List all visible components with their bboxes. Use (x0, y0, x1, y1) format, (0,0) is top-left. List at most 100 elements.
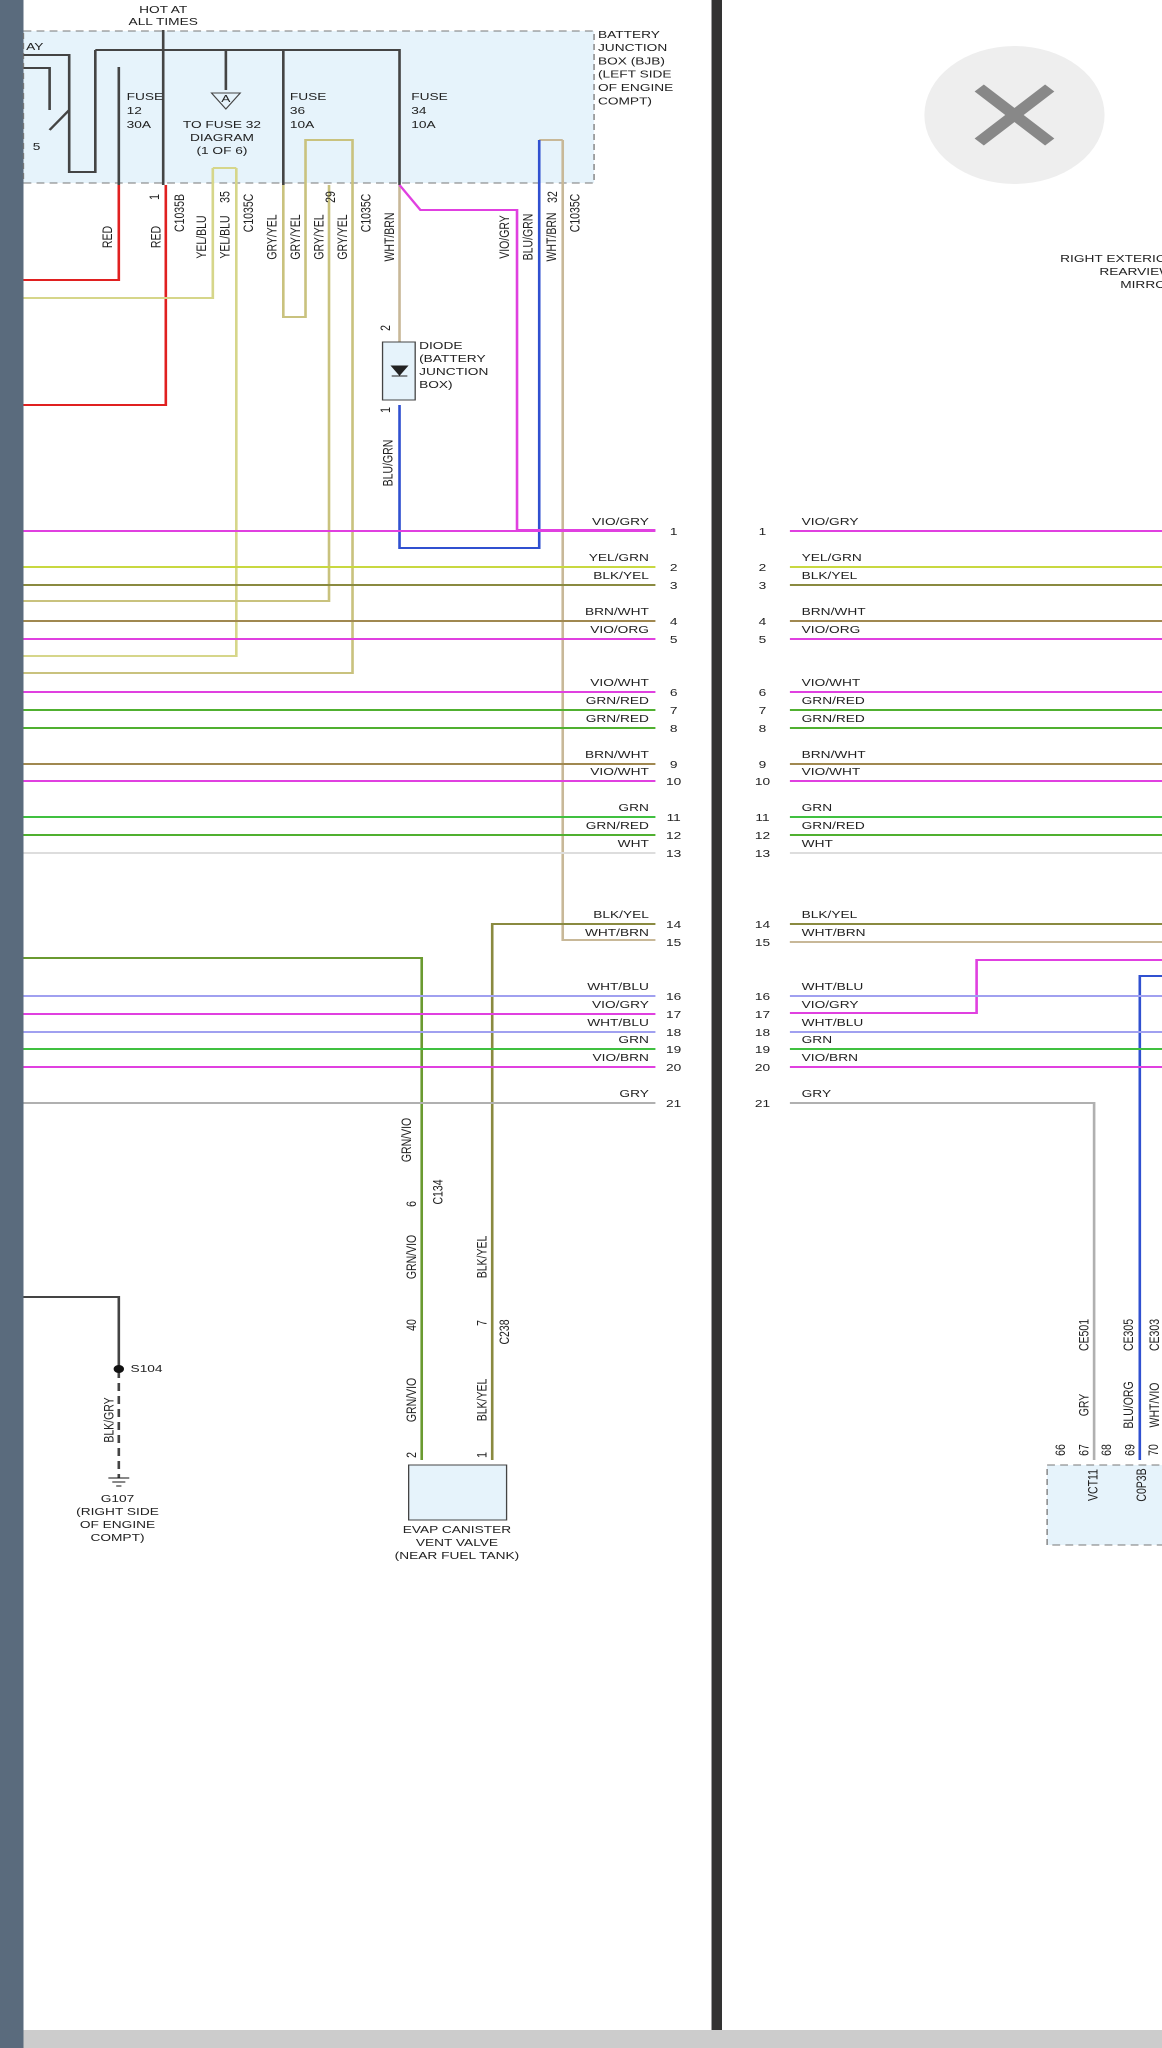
wire-label: YEL/GRN (802, 551, 862, 563)
pin-number: 8 (759, 722, 767, 734)
pin-number: 21 (755, 1097, 770, 1109)
wire-label: VIO/WHT (802, 765, 861, 777)
pin-number: 8 (670, 722, 678, 734)
connector-box (1046, 1464, 1162, 1546)
label: DIODE (419, 339, 462, 351)
label: BLU/ORG (1121, 1381, 1137, 1428)
pin-number: 14 (755, 918, 770, 930)
connector-name: C1035C (358, 194, 374, 233)
pin-number: 19 (755, 1043, 770, 1055)
pin-number: 11 (755, 811, 769, 823)
label: JUNCTION (598, 42, 667, 54)
wire-label: BLK/YEL (593, 908, 649, 920)
wire-label: GRN/RED (586, 694, 649, 706)
wire-label: VIO/BRN (802, 1051, 858, 1063)
wire-label: VIO/GRY (497, 215, 513, 259)
label: CE501 (1076, 1319, 1092, 1351)
wire-label: GRY/YEL (288, 214, 304, 259)
right-panel (722, 0, 1162, 2030)
label: 12 (127, 104, 142, 116)
label: C0P3B (1134, 1468, 1150, 1501)
pin-number: 4 (670, 615, 678, 627)
label: GRN/VIO (399, 1118, 415, 1162)
label: S104 (131, 1362, 163, 1374)
label: C238 (497, 1319, 513, 1344)
label: BATTERY (598, 28, 660, 40)
bjb-box (22, 30, 595, 184)
wire-label: VIO/GRY (802, 515, 859, 527)
pin-number: 12 (666, 829, 681, 841)
pin-number: 2 (670, 561, 678, 573)
label: 6 (404, 1201, 420, 1207)
close-button[interactable] (924, 46, 1105, 184)
label: 30A (127, 118, 152, 130)
fuse-triangle (210, 92, 242, 110)
pin-number: 68 (1098, 1444, 1114, 1456)
wire-label: WHT/BRN (544, 213, 560, 262)
pin-number: 69 (1122, 1444, 1138, 1456)
label: BOX (BJB) (598, 55, 665, 67)
label: 2 (378, 325, 394, 331)
wire-label: GRN (802, 801, 832, 813)
wire-label: WHT (802, 837, 834, 849)
pin-number: 16 (755, 990, 770, 1002)
pin-number: 17 (666, 1008, 681, 1020)
pin-number: 21 (666, 1097, 681, 1109)
label: OF ENGINE (80, 1518, 155, 1530)
wire-label: VIO/ORG (590, 623, 649, 635)
pin-number: 7 (759, 704, 767, 716)
label: VCT11 (1085, 1469, 1101, 1501)
pin-number: 32 (545, 191, 561, 203)
label: HOT AT (139, 3, 188, 15)
label: 7 (474, 1320, 490, 1326)
pin-number: 29 (323, 191, 339, 203)
pin-number: 15 (755, 936, 770, 948)
label: FUSE (290, 90, 327, 102)
wire-label: WHT/BRN (802, 926, 866, 938)
wire-label: BLK/YEL (593, 569, 649, 581)
connector-name: C1035B (171, 194, 187, 232)
pin-number: 66 (1053, 1444, 1069, 1456)
label: BLK/YEL (474, 1236, 490, 1279)
pin-number: 20 (666, 1061, 681, 1073)
label: CE303 (1147, 1319, 1162, 1351)
pin-number: 19 (666, 1043, 681, 1055)
label: (1 OF 6) (196, 144, 247, 156)
wire-label: GRN/RED (802, 819, 865, 831)
pin-number: 18 (666, 1026, 681, 1038)
label: G107 (101, 1492, 135, 1504)
label: TO FUSE 32 (183, 118, 261, 130)
wire-label: GRN (618, 1033, 648, 1045)
label: FUSE (127, 90, 164, 102)
wire-label: BRN/WHT (802, 605, 867, 617)
pin-number: 17 (755, 1008, 770, 1020)
label: (LEFT SIDE (598, 68, 672, 80)
wire-label: BLK/YEL (802, 569, 858, 581)
splice-dot (113, 1365, 125, 1373)
wire-label: VIO/GRY (592, 515, 649, 527)
pin-number: 1 (147, 194, 163, 200)
wire-label: WHT/BLU (587, 980, 649, 992)
label: WHT/VIO (1147, 1383, 1162, 1428)
wire-label: GRN (618, 801, 648, 813)
wire-label: BRN/WHT (585, 605, 650, 617)
pin-number: 6 (670, 686, 678, 698)
label: MIRRO (1120, 278, 1162, 290)
wire-label: VIO/WHT (590, 765, 649, 777)
wire-label: WHT/BLU (802, 1016, 864, 1028)
pin-number: 5 (759, 633, 767, 645)
pin-number: 14 (666, 918, 681, 930)
wire-label: GRY (802, 1087, 831, 1099)
close-icon[interactable] (974, 84, 1055, 146)
wire-label: VIO/GRY (592, 998, 649, 1010)
wire-label: GRY (619, 1087, 648, 1099)
label: ALL TIMES (129, 15, 198, 27)
pin-number: 67 (1076, 1444, 1092, 1456)
label: OF ENGINE (598, 82, 673, 94)
pin-number: 20 (755, 1061, 770, 1073)
label: COMPT) (90, 1531, 144, 1543)
wire-label: BLK/YEL (802, 908, 858, 920)
diode-symbol (390, 365, 409, 377)
wire-label: BLU/GRN (380, 440, 396, 487)
label: C134 (430, 1179, 446, 1204)
